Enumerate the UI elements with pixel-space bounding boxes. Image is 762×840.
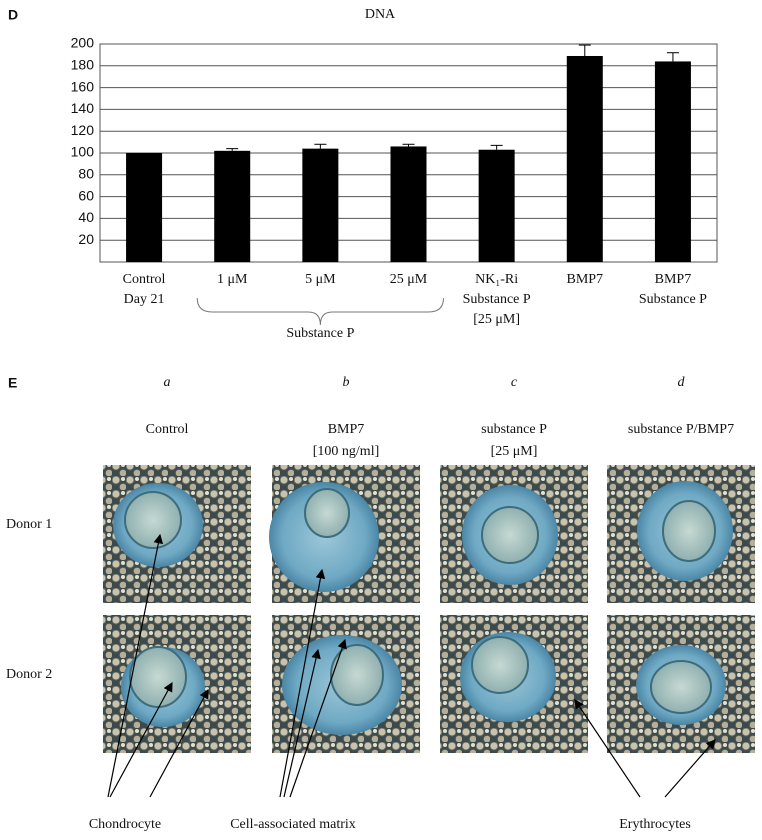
- column-letter: d: [678, 375, 686, 390]
- pointer-arrow: [283, 648, 321, 798]
- column-header: [100 ng/ml]: [313, 444, 380, 459]
- micrograph: [440, 465, 588, 603]
- panel-label: D: [8, 7, 18, 23]
- bar: [390, 146, 427, 262]
- group-label: Substance P: [286, 326, 354, 341]
- chondrocyte: [481, 506, 539, 564]
- group-bracket: [196, 297, 444, 326]
- x-tick-label: Substance P: [639, 292, 707, 307]
- pointer-arrow: [149, 688, 209, 798]
- y-tick-label: 140: [71, 100, 95, 116]
- pointer-arrow: [574, 699, 641, 798]
- x-tick-label: 25 μM: [390, 272, 428, 287]
- bar: [302, 148, 339, 262]
- x-tick-label: BMP7: [655, 272, 692, 287]
- error-bar: [226, 148, 239, 151]
- chondrocyte: [662, 500, 716, 562]
- micrograph: [269, 465, 420, 603]
- y-tick-label: 20: [78, 231, 94, 247]
- error-bar: [314, 143, 327, 149]
- bar: [478, 149, 515, 262]
- error-bar: [578, 44, 591, 56]
- bar: [566, 55, 603, 262]
- x-tick-label: 1 μM: [217, 272, 248, 287]
- pointer-arrow: [109, 681, 173, 798]
- chondrocyte: [650, 660, 712, 714]
- x-tick-label: BMP7: [566, 272, 603, 287]
- column-letter: c: [511, 375, 518, 390]
- annotation-label: Cell-associated matrix: [230, 817, 356, 832]
- chondrocyte: [124, 491, 182, 549]
- micrograph: [103, 465, 251, 603]
- y-tick-label: 40: [78, 209, 94, 225]
- chart-title: DNA: [365, 7, 396, 22]
- pointer-arrow: [289, 638, 347, 798]
- y-tick-label: 80: [78, 166, 94, 182]
- y-tick-label: 60: [78, 187, 94, 203]
- error-bar: [402, 143, 415, 147]
- column-letter: a: [164, 375, 171, 390]
- pointer-arrow: [279, 568, 326, 798]
- y-tick-label: 100: [71, 144, 95, 160]
- y-tick-label: 200: [71, 35, 95, 51]
- x-tick-label: Day 21: [124, 292, 165, 307]
- annotation-label: Erythrocytes: [619, 817, 691, 832]
- error-bar: [666, 52, 679, 62]
- x-tick-label: NK₁-Ri: [475, 272, 518, 287]
- y-tick-label: 160: [71, 78, 95, 94]
- micrograph: [607, 615, 755, 753]
- micrograph: [607, 465, 755, 603]
- column-header: substance P: [481, 422, 547, 437]
- bar: [214, 150, 251, 262]
- y-tick-label: 120: [71, 122, 95, 138]
- column-letter: b: [343, 375, 350, 390]
- annotation-label: Chondrocyte: [89, 817, 161, 832]
- row-label: Donor 2: [6, 667, 52, 682]
- panel-label: E: [8, 375, 17, 391]
- chondrocyte: [304, 488, 350, 538]
- micrograph: [272, 615, 420, 753]
- chondrocyte: [129, 646, 187, 708]
- y-tick-label: 180: [71, 57, 95, 73]
- chondrocyte: [330, 644, 384, 706]
- bar: [126, 153, 163, 262]
- x-tick-label: 5 μM: [305, 272, 336, 287]
- pointer-arrow: [664, 739, 716, 798]
- micrograph: [440, 615, 588, 753]
- column-header: [25 μM]: [491, 444, 538, 459]
- column-header: Control: [146, 422, 189, 437]
- row-label: Donor 1: [6, 517, 52, 532]
- micrograph: [103, 615, 251, 753]
- error-bar: [490, 144, 503, 150]
- pointer-arrow: [107, 533, 164, 798]
- x-tick-label: Control: [123, 272, 166, 287]
- bar: [654, 61, 691, 262]
- column-header: BMP7: [328, 422, 365, 437]
- x-tick-label: Substance P: [463, 292, 531, 307]
- x-tick-label: [25 μM]: [473, 312, 520, 327]
- column-header: substance P/BMP7: [628, 422, 734, 437]
- chondrocyte: [471, 636, 529, 694]
